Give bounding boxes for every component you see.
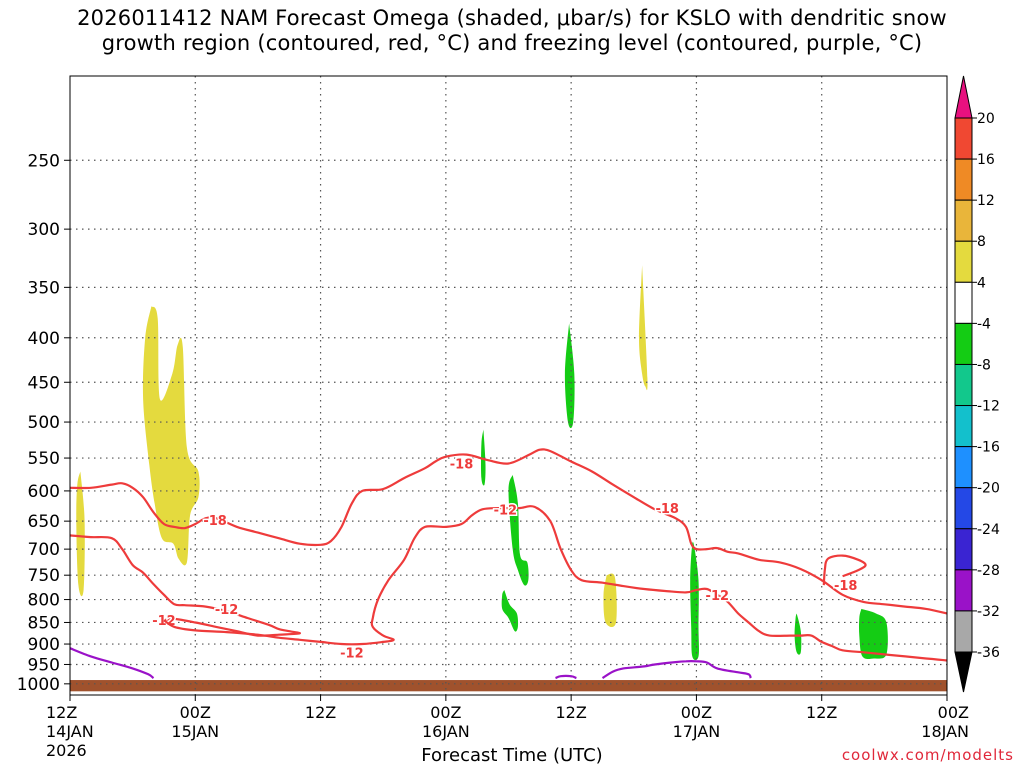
x-tick-label: 14JAN — [46, 722, 94, 741]
ground-surface — [70, 680, 947, 692]
y-tick-label: 550 — [28, 449, 60, 469]
colorbar: 20 16 12 8 4 -4 -8 -12 -16 -20 -24 -28 -32 -36 — [954, 75, 1000, 693]
colorbar-label: -8 — [977, 357, 991, 373]
colorbar-label: 12 — [977, 193, 995, 209]
colorbar-segment — [954, 363, 973, 407]
colorbar-label: -32 — [977, 604, 1000, 620]
colorbar-label: 8 — [977, 234, 986, 250]
chart-title: 2026011412 NAM Forecast Omega (shaded, μ… — [77, 6, 947, 55]
omega-shading-layer — [76, 265, 888, 661]
x-tick-label: 12Z — [806, 703, 837, 722]
x-tick-label: 00Z — [180, 703, 211, 722]
contour-layer: -18-18-18-18-12-12-12-12-12 — [69, 448, 948, 680]
colorbar-segment — [954, 322, 973, 365]
y-tick-label: 250 — [28, 151, 60, 171]
colorbar-segment — [954, 199, 973, 242]
x-tick-label: 00Z — [938, 703, 969, 722]
x-tick-label: 12Z — [46, 703, 77, 722]
y-tick-label: 900 — [28, 635, 60, 655]
omega-shaded-area — [481, 429, 486, 486]
x-tick-label: 15JAN — [171, 722, 219, 741]
x-tick-label: 12Z — [305, 703, 336, 722]
colorbar-label: -28 — [977, 563, 1000, 579]
colorbar-segment — [954, 569, 973, 612]
colorbar-label: -20 — [977, 481, 1000, 497]
colorbar-segment — [954, 610, 973, 653]
contour-label: -12 — [494, 503, 518, 518]
omega-shaded-area — [76, 471, 85, 597]
axis-labels-layer: 2503003504004505005506006507007508008509… — [17, 151, 969, 760]
x-tick-label: 00Z — [681, 703, 712, 722]
contour-line — [822, 554, 867, 586]
y-tick-label: 950 — [28, 655, 60, 675]
colorbar-segment — [954, 117, 973, 160]
colorbar-label: -4 — [977, 316, 991, 332]
plot-frame-layer — [69, 75, 948, 696]
colorbar-segment — [954, 281, 973, 324]
colorbar-segment — [954, 487, 973, 530]
x-tick-label: 16JAN — [422, 722, 470, 741]
omega-shaded-area — [639, 265, 648, 391]
contour-label: -18 — [203, 514, 227, 529]
y-tick-label: 850 — [28, 613, 60, 633]
colorbar-segment — [954, 240, 973, 283]
contour-label: -12 — [706, 589, 730, 604]
contour-line — [69, 448, 948, 615]
x-tick-label: 2026 — [46, 741, 87, 760]
y-tick-label: 800 — [28, 591, 60, 611]
colorbar-label: -16 — [977, 440, 1000, 456]
y-tick-label: 650 — [28, 512, 60, 532]
colorbar-label: -12 — [977, 399, 1000, 415]
colorbar-label: 16 — [977, 152, 995, 168]
y-tick-label: 350 — [28, 278, 60, 298]
ground-surface-layer — [70, 680, 947, 692]
contour-line — [601, 660, 752, 680]
colorbar-label: 20 — [977, 111, 995, 127]
omega-shaded-area — [858, 608, 888, 659]
colorbar-label: -36 — [977, 645, 1000, 661]
x-tick-label: 18JAN — [921, 722, 969, 741]
omega-shaded-area — [690, 541, 699, 661]
contour-label: -18 — [655, 502, 679, 517]
omega-shaded-area — [142, 306, 200, 566]
x-tick-label: 12Z — [555, 703, 586, 722]
x-axis-label: Forecast Time (UTC) — [421, 745, 603, 766]
colorbar-segment — [954, 528, 973, 571]
colorbar-segment — [954, 158, 973, 201]
contour-line — [69, 647, 155, 679]
y-tick-label: 750 — [28, 566, 60, 586]
colorbar-bottom-arrow — [954, 651, 973, 693]
credit-text: coolwx.com/modelts — [841, 746, 1014, 764]
colorbar-label: 4 — [977, 275, 986, 291]
colorbar-segment — [954, 446, 973, 489]
omega-shaded-area — [564, 323, 575, 429]
contour-line — [69, 534, 301, 637]
y-tick-label: 500 — [28, 413, 60, 433]
plot-frame — [69, 75, 948, 696]
contour-label: -18 — [834, 579, 858, 594]
colorbar-segment — [954, 405, 973, 448]
omega-shaded-area — [508, 474, 529, 586]
y-tick-label: 300 — [28, 220, 60, 240]
contour-label: -12 — [340, 646, 364, 661]
contour-line — [163, 505, 948, 662]
y-tick-label: 700 — [28, 540, 60, 560]
contour-label: -12 — [215, 603, 239, 618]
contour-label: -18 — [450, 458, 474, 473]
y-tick-label: 450 — [28, 373, 60, 393]
grid-layer — [70, 76, 947, 695]
omega-shaded-area — [794, 613, 802, 655]
omega-shaded-area — [501, 590, 519, 632]
y-tick-label: 1000 — [17, 675, 60, 695]
y-tick-label: 600 — [28, 482, 60, 502]
y-tick-label: 400 — [28, 329, 60, 349]
x-tick-label: 17JAN — [673, 722, 721, 741]
contour-line — [555, 674, 577, 680]
colorbar-label: -24 — [977, 522, 1000, 538]
x-tick-label: 00Z — [430, 703, 461, 722]
colorbar-top-arrow — [954, 75, 973, 119]
omega-shaded-area — [603, 573, 617, 628]
